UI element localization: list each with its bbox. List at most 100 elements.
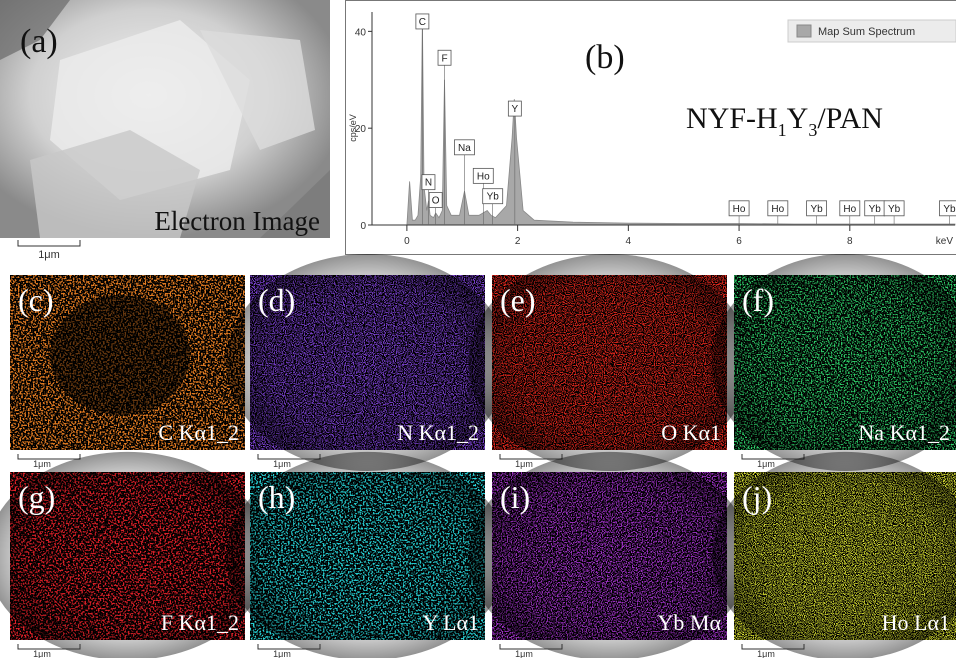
sample-part: NYF-H — [686, 102, 778, 135]
element-map: (g) F Kα1_2 1μm — [0, 451, 269, 658]
panel-label: (f) — [742, 282, 774, 318]
peak-label: Yb — [869, 204, 882, 215]
peak-label: Na — [458, 143, 471, 154]
map-density — [0, 451, 269, 658]
x-tick-label: 0 — [404, 236, 410, 247]
legend-box — [787, 19, 956, 43]
panel-label: (j) — [742, 479, 772, 515]
peak-box — [767, 200, 789, 217]
scale-bar — [17, 454, 81, 460]
peak-label: Yb — [888, 204, 901, 215]
x-tick-label: 6 — [736, 236, 742, 247]
map-caption: C Kα1_2 — [158, 420, 239, 445]
scale-bar — [17, 644, 81, 650]
scale-label: 1μm — [757, 459, 775, 469]
scale-label: 1μm — [33, 649, 51, 658]
peak-box — [839, 200, 861, 217]
y-tick-label: 20 — [355, 124, 367, 135]
x-tick-label: 2 — [515, 236, 521, 247]
peak-box — [883, 200, 905, 217]
scale-bar — [741, 454, 805, 460]
scale-label: 1μm — [33, 459, 51, 469]
crystal — [30, 130, 200, 238]
element-map: (j) Ho Lα1 1μm — [711, 451, 956, 658]
peak-box — [507, 100, 522, 117]
peak-box — [482, 188, 504, 205]
element-map: (c) C Kα1_2 1μm — [10, 275, 245, 469]
caption: Electron Image — [154, 206, 320, 236]
panel-label: (a) — [20, 23, 58, 60]
peak-label: Yb — [943, 204, 956, 215]
peak-box — [415, 13, 430, 30]
peak-label: Yb — [487, 192, 500, 203]
sample-part: 3 — [808, 120, 817, 140]
scale-label: 1μm — [273, 459, 291, 469]
peak-label: O — [432, 196, 440, 207]
map-caption: Yb Mα — [658, 610, 722, 635]
peak-label: N — [425, 178, 432, 189]
scale-bar — [257, 454, 321, 460]
map-caption: F Kα1_2 — [161, 610, 239, 635]
scale-label: 1μm — [757, 649, 775, 658]
sample-name: NYF-H1Y3/PAN — [686, 102, 883, 140]
peak-box — [939, 200, 956, 217]
scale-bar — [741, 644, 805, 650]
map-density — [226, 254, 509, 471]
scale-label: 1μm — [515, 649, 533, 658]
sample-part: Y — [787, 102, 809, 135]
panel-label: (b) — [585, 39, 625, 76]
y-tick-label: 0 — [360, 221, 366, 232]
panel-label: (e) — [500, 282, 536, 318]
scale-label: 1μm — [38, 249, 60, 261]
scale-bar — [499, 644, 563, 650]
map-density — [468, 451, 751, 658]
map-density — [711, 254, 956, 471]
scale-label: 1μm — [273, 649, 291, 658]
peak-box — [421, 174, 436, 191]
shadow — [260, 170, 330, 238]
legend-swatch — [796, 24, 812, 38]
panel-label: (c) — [18, 282, 54, 318]
element-map: (h) Y Lα1 1μm — [226, 451, 509, 658]
scale-bar — [257, 644, 321, 650]
panel-label: (i) — [500, 479, 530, 515]
peak-label: C — [419, 17, 426, 28]
map-caption: O Kα1 — [661, 420, 721, 445]
map-density — [711, 451, 956, 658]
sample-part: 1 — [778, 120, 787, 140]
peak-box — [472, 167, 494, 184]
legend-label: Map Sum Spectrum — [818, 26, 915, 38]
peak-label: F — [441, 53, 447, 64]
peak-label: Yb — [810, 204, 823, 215]
spectrum-area — [406, 16, 956, 226]
peak-label: Ho — [843, 204, 856, 215]
panel-label: (h) — [258, 479, 295, 515]
map-caption: Ho Lα1 — [882, 610, 950, 635]
peak-label: Ho — [771, 204, 784, 215]
scale-bar — [499, 454, 563, 460]
peak-label: Ho — [733, 204, 746, 215]
y-axis-label: cps/eV — [348, 114, 358, 142]
x-tick-label: 8 — [847, 236, 853, 247]
panel-label: (d) — [258, 282, 295, 318]
scale-bar — [17, 240, 81, 247]
electron-image: (a) Electron Image 1μm — [0, 0, 330, 261]
peak-box — [728, 200, 750, 217]
map-caption: Na Kα1_2 — [858, 420, 950, 445]
peak-box — [437, 49, 452, 66]
map-caption: Y Lα1 — [422, 610, 479, 635]
element-map: (d) N Kα1_2 1μm — [226, 254, 509, 471]
shadow — [0, 0, 70, 60]
y-tick-label: 40 — [355, 27, 367, 38]
element-map: (f) Na Kα1_2 1μm — [711, 254, 956, 471]
map-density — [468, 254, 751, 471]
panel-label: (g) — [18, 479, 55, 515]
crystal — [200, 30, 315, 150]
x-axis-label: keV — [936, 236, 954, 247]
element-map: (i) Yb Mα 1μm — [468, 451, 751, 658]
element-map: (e) O Kα1 1μm — [468, 254, 751, 471]
map-void — [50, 295, 190, 415]
peak-box — [806, 200, 827, 217]
peak-box — [454, 139, 475, 156]
x-tick-label: 4 — [626, 236, 632, 247]
